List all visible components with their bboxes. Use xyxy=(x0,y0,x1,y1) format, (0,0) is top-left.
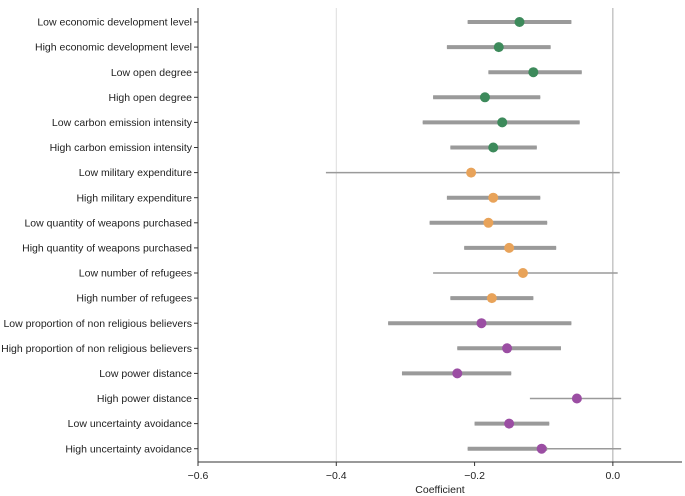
point-estimate-marker xyxy=(452,368,463,379)
x-tick-label: −0.2 xyxy=(464,470,485,482)
category-label: High carbon emission intensity xyxy=(50,142,193,154)
point-estimate-marker xyxy=(497,117,508,128)
category-label: Low power distance xyxy=(99,368,192,380)
category-labels: Low economic development level High econo… xyxy=(1,17,198,455)
x-tick-label: 0.0 xyxy=(606,470,621,482)
point-estimate-marker xyxy=(466,167,477,178)
point-estimate-marker xyxy=(517,268,528,278)
category-label: Low carbon emission intensity xyxy=(52,117,193,129)
point-estimate-marker xyxy=(502,343,513,354)
point-estimate-marker xyxy=(504,242,515,253)
category-label: High open degree xyxy=(109,92,193,104)
category-label: High military expenditure xyxy=(76,192,192,204)
point-estimate-marker xyxy=(476,318,487,329)
grid-lines xyxy=(335,8,614,462)
confidence-intervals xyxy=(325,20,622,451)
category-label: Low quantity of weapons purchased xyxy=(24,217,192,229)
point-estimate-marker xyxy=(493,42,504,53)
point-estimate-marker xyxy=(571,393,582,404)
category-label: High proportion of non religious believe… xyxy=(1,343,192,355)
point-estimate-marker xyxy=(488,142,499,153)
category-label: High number of refugees xyxy=(76,293,192,305)
point-estimate-marker xyxy=(479,92,490,103)
axes xyxy=(197,8,682,463)
category-label: High uncertainty avoidance xyxy=(65,443,192,455)
point-estimate-marker xyxy=(486,293,497,304)
point-estimate-marker xyxy=(528,67,539,78)
x-axis-ticks: −0.6 −0.4 −0.2 0.0 xyxy=(188,462,621,482)
category-label: High economic development level xyxy=(35,42,192,54)
category-label: Low economic development level xyxy=(37,17,192,29)
category-label: Low uncertainty avoidance xyxy=(68,418,192,430)
point-estimate-marker xyxy=(514,17,525,27)
point-estimate-marker xyxy=(488,192,499,203)
category-label: Low military expenditure xyxy=(79,167,192,179)
x-tick-label: −0.6 xyxy=(188,470,209,482)
category-label: High quantity of weapons purchased xyxy=(22,243,192,255)
point-estimate-marker xyxy=(483,217,494,228)
category-label: Low proportion of non religious believer… xyxy=(3,318,192,330)
x-tick-label: −0.4 xyxy=(326,470,347,482)
category-label: Low open degree xyxy=(111,67,192,79)
point-estimate-marker xyxy=(536,443,547,454)
point-estimates xyxy=(452,17,582,454)
category-label: High power distance xyxy=(97,393,192,405)
x-axis-title: Coefficient xyxy=(415,484,465,496)
category-label: Low number of refugees xyxy=(79,268,192,280)
point-estimate-marker xyxy=(504,418,515,429)
